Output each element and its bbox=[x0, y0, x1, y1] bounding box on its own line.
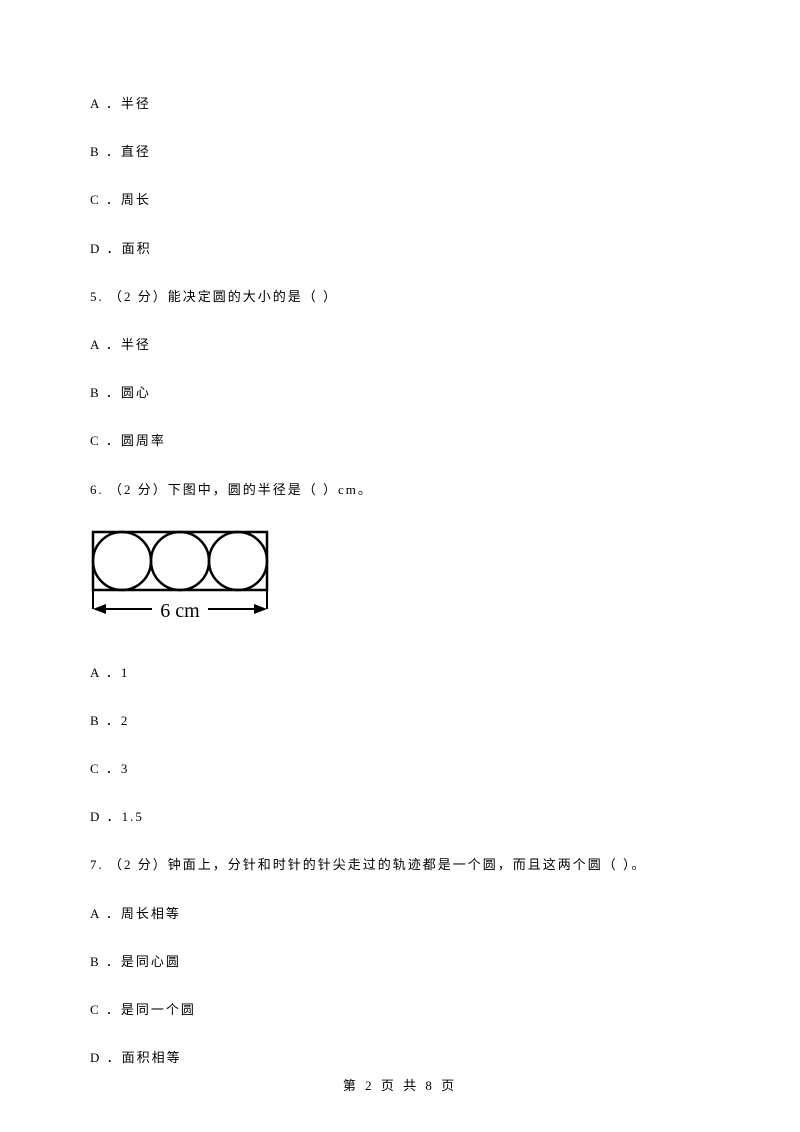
q4-option-b: B ．直径 bbox=[90, 143, 710, 161]
q4-option-a: A ．半径 bbox=[90, 95, 710, 113]
q6-option-b: B ．2 bbox=[90, 712, 710, 730]
q7-option-c: C ．是同一个圆 bbox=[90, 1001, 710, 1019]
q7-stem: 7. （2 分）钟面上，分针和时针的针尖走过的轨迹都是一个圆，而且这两个圆（ ）… bbox=[90, 856, 710, 874]
circles-in-rect-diagram: 6 cm bbox=[90, 529, 270, 629]
q7-option-a: A ．周长相等 bbox=[90, 905, 710, 923]
q5-stem: 5. （2 分）能决定圆的大小的是（ ） bbox=[90, 288, 710, 306]
q4-option-c: C ．周长 bbox=[90, 191, 710, 209]
q7-option-d: D ．面积相等 bbox=[90, 1049, 710, 1067]
q7-option-b: B ．是同心圆 bbox=[90, 953, 710, 971]
q6-option-c: C ．3 bbox=[90, 760, 710, 778]
page-content: A ．半径 B ．直径 C ．周长 D ．面积 5. （2 分）能决定圆的大小的… bbox=[0, 0, 800, 1067]
q6-stem: 6. （2 分）下图中，圆的半径是（ ）cm。 bbox=[90, 481, 710, 499]
q6-option-d: D ．1.5 bbox=[90, 808, 710, 826]
q5-option-c: C ．圆周率 bbox=[90, 432, 710, 450]
q5-option-b: B ．圆心 bbox=[90, 384, 710, 402]
q5-option-a: A ．半径 bbox=[90, 336, 710, 354]
q4-option-d: D ．面积 bbox=[90, 240, 710, 258]
figure-label: 6 cm bbox=[160, 600, 200, 622]
page-footer: 第 2 页 共 8 页 bbox=[0, 1075, 800, 1094]
q6-figure: 6 cm bbox=[90, 529, 710, 634]
q6-option-a: A ．1 bbox=[90, 664, 710, 682]
